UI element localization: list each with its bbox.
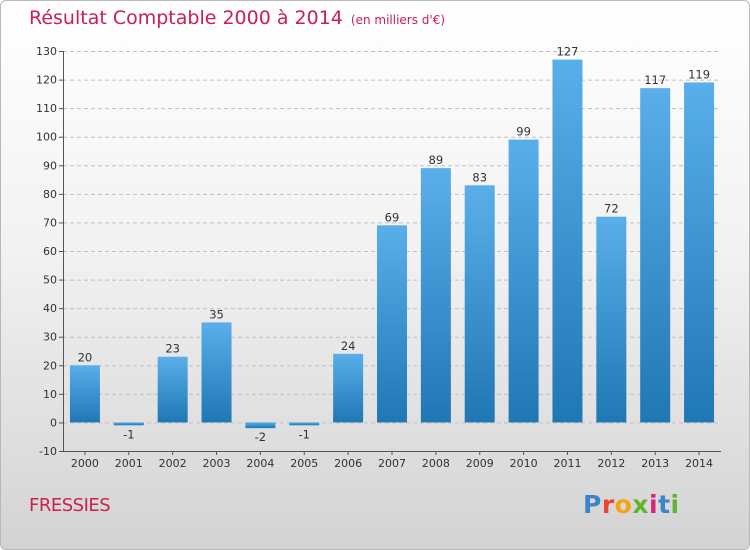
data-label: 119: [688, 67, 710, 81]
chart-subtitle: (en milliers d'€): [350, 13, 446, 27]
x-tick-label: 2004: [246, 457, 274, 470]
bar-2011: [552, 59, 583, 423]
x-tick-label: 2002: [159, 457, 187, 470]
bar-2002: [157, 356, 188, 423]
logo-letter: r: [601, 490, 615, 519]
y-tick-label: 90: [43, 159, 57, 172]
y-tick-label: 20: [43, 359, 57, 372]
data-labels: 20 -1 23 35 -2 -1 24 69 89 83 99 127 72 117 119: [78, 45, 710, 445]
y-tick-label: 100: [36, 131, 57, 144]
x-tick-label: 2001: [115, 457, 143, 470]
place-name: FRESSIES: [29, 495, 111, 516]
bar-2012: [596, 216, 627, 423]
y-tick-label: 30: [43, 331, 57, 344]
bar-2003: [201, 322, 232, 423]
bar-2009: [464, 185, 495, 423]
bar-2005: [289, 422, 320, 426]
y-tick-label: 0: [50, 416, 57, 429]
y-tick-label: 110: [36, 102, 57, 115]
chart-title: Résultat Comptable 2000 à 2014 (en millie…: [29, 7, 445, 29]
x-tick-label: 2012: [597, 457, 625, 470]
y-tick-label: 70: [43, 216, 57, 229]
bar-2007: [377, 225, 407, 423]
y-tick-label: 50: [43, 274, 57, 287]
bar-2014: [684, 82, 715, 423]
bar-2010: [508, 139, 539, 423]
data-label: -1: [123, 427, 134, 441]
bar-2000: [69, 365, 100, 423]
x-tick-label: 2008: [422, 457, 450, 470]
logo-letter: x: [632, 490, 649, 519]
x-tick-label: 2009: [466, 457, 494, 470]
bar-2008: [420, 168, 451, 423]
data-label: 99: [516, 125, 531, 139]
y-tick-label: 130: [36, 45, 57, 58]
y-tick-label: 120: [36, 74, 57, 87]
y-tick-label: 80: [43, 188, 57, 201]
bar-2004: [245, 422, 276, 429]
data-label: 23: [165, 342, 180, 356]
data-label: 69: [385, 210, 400, 224]
data-label: 24: [341, 339, 356, 353]
data-label: 117: [644, 73, 666, 87]
x-tick-label: 2010: [510, 457, 538, 470]
bar-2013: [640, 88, 671, 423]
bar-2006: [333, 353, 364, 423]
title-text: Résultat Comptable 2000 à 2014: [29, 7, 343, 29]
x-tick-label: 2005: [290, 457, 318, 470]
data-label: 127: [556, 45, 578, 59]
data-label: 83: [472, 170, 487, 184]
y-tick-label: 10: [43, 388, 57, 401]
x-tick-label: 2000: [71, 457, 99, 470]
x-tick-label: 2014: [685, 457, 713, 470]
x-tick-label: 2013: [641, 457, 669, 470]
x-tick-label: 2007: [378, 457, 406, 470]
logo-letter: o: [614, 490, 633, 519]
data-label: 35: [209, 307, 224, 321]
bar-2001: [113, 422, 144, 426]
logo-letter: i: [649, 490, 659, 519]
x-tick-label: 2011: [553, 457, 581, 470]
logo-letter: i: [670, 490, 680, 519]
proxiti-logo[interactable]: Proxiti: [583, 490, 680, 519]
bars: [69, 59, 715, 429]
logo-letter: t: [658, 490, 671, 519]
data-label: 72: [604, 202, 619, 216]
x-tick-label: 2003: [203, 457, 231, 470]
logo-letter: P: [583, 490, 602, 519]
y-tick-label: 60: [43, 245, 57, 258]
x-tick-label: 2006: [334, 457, 362, 470]
y-tick-label: -10: [39, 445, 57, 458]
axes: -10 0 10 20 30 40 50 60 70 80 90 100 110 120 130 2000 20…: [36, 45, 721, 470]
y-tick-label: 40: [43, 302, 57, 315]
data-label: -2: [255, 430, 266, 444]
data-label: 89: [429, 153, 444, 167]
data-label: 20: [78, 350, 93, 364]
data-label: -1: [299, 427, 310, 441]
